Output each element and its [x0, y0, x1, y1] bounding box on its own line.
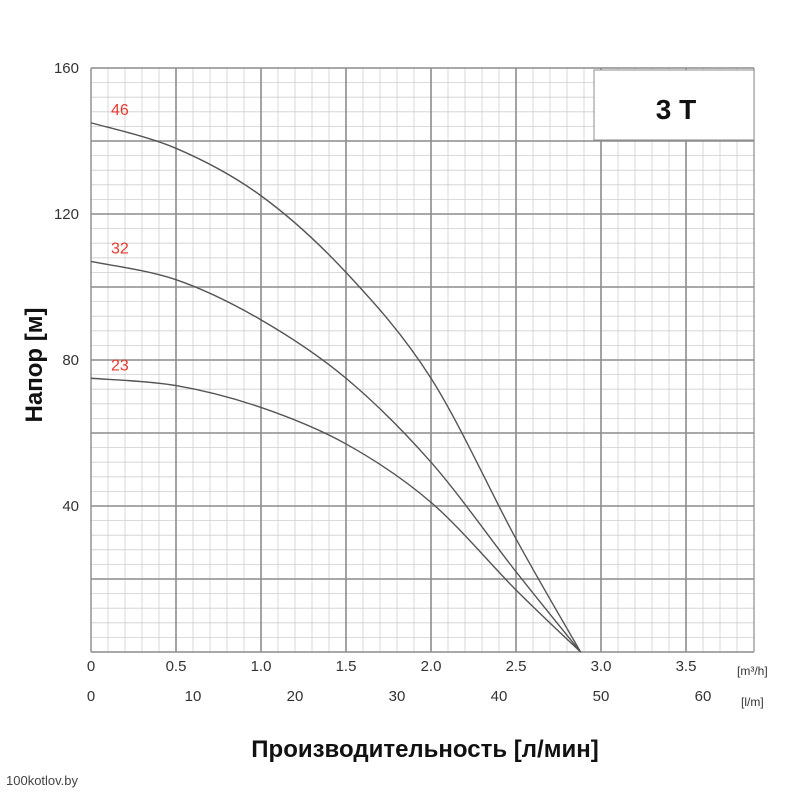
- x-tick-label-m3h: 1.0: [251, 658, 272, 675]
- curves: [90, 122, 582, 653]
- series-labels: 46 32 23: [111, 102, 129, 375]
- y-tick-label: 40: [62, 498, 79, 515]
- series-curve-46: [90, 122, 582, 653]
- y-tick-label: 160: [54, 60, 79, 77]
- chart-title: 3 T: [656, 94, 696, 125]
- y-axis-ticks: 160 120 80 40: [54, 60, 79, 515]
- x-tick-label-m3h: 3.0: [591, 658, 612, 675]
- x-tick-label-lpm: 10: [185, 688, 202, 705]
- x-tick-label-m3h: 3.5: [676, 658, 697, 675]
- x-tick-label-lpm: 40: [491, 688, 508, 705]
- x-tick-label-m3h: 1.5: [336, 658, 357, 675]
- title-box: [593, 69, 755, 141]
- series-label-23: 23: [111, 357, 129, 374]
- series-label-46: 46: [111, 102, 129, 119]
- x-tick-label-lpm: 0: [87, 688, 95, 705]
- x-tick-label-m3h: 0.5: [166, 658, 187, 675]
- y-axis-label: Напор [м]: [21, 308, 48, 423]
- x-tick-label-lpm: 30: [389, 688, 406, 705]
- x-unit-secondary: [l/m]: [741, 695, 764, 709]
- series-curve-23: [90, 377, 582, 653]
- major-grid: [90, 67, 755, 653]
- x-axis-label: Производительность [л/мин]: [251, 736, 598, 763]
- x-tick-label-m3h: 2.0: [421, 658, 442, 675]
- series-curve-32: [90, 260, 582, 653]
- x-tick-label-m3h: 2.5: [506, 658, 527, 675]
- x-unit-primary: [m³/h]: [737, 664, 768, 678]
- x-tick-label-lpm: 60: [695, 688, 712, 705]
- x-axis-ticks-m3h: 0 0.5 1.0 1.5 2.0 2.5 3.0 3.5: [87, 658, 697, 675]
- y-tick-label: 120: [54, 206, 79, 223]
- x-tick-label-lpm: 20: [287, 688, 304, 705]
- watermark: 100kotlov.by: [6, 773, 79, 788]
- x-tick-label-m3h: 0: [87, 658, 95, 675]
- x-axis-ticks-lpm: 0 10 20 30 40 50 60: [87, 688, 712, 705]
- x-tick-label-lpm: 50: [593, 688, 610, 705]
- y-tick-label: 80: [62, 352, 79, 369]
- series-label-32: 32: [111, 240, 129, 257]
